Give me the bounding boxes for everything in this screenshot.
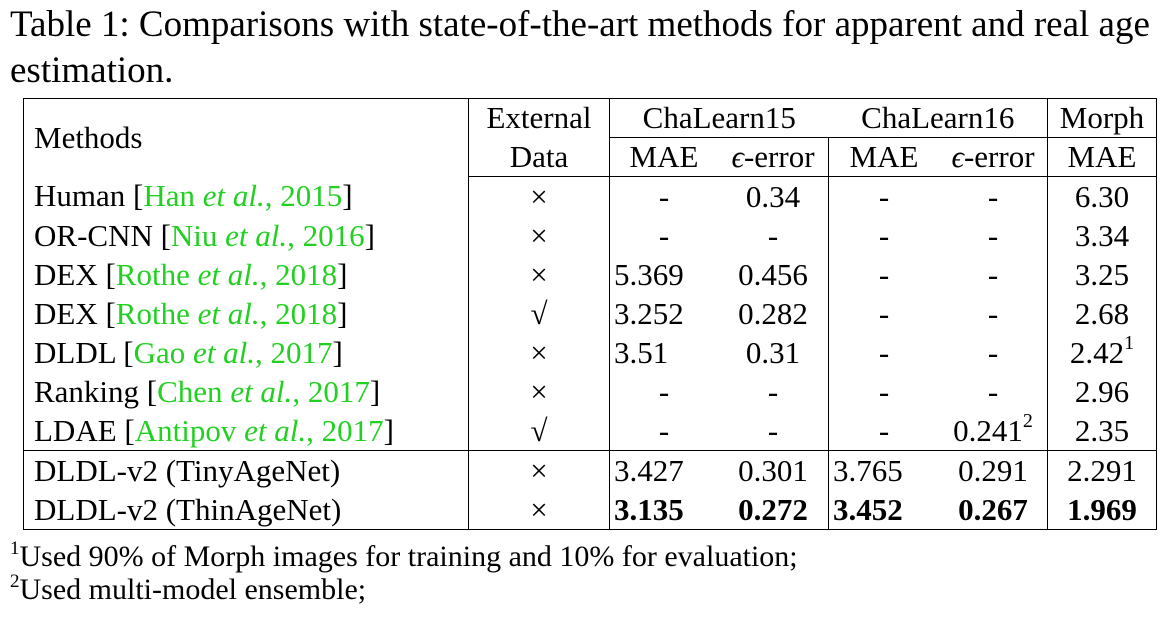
c16-mae: -: [878, 334, 890, 370]
morph-mae: 1.969: [1047, 490, 1157, 530]
citation-link[interactable]: Niu et al., 2016: [170, 217, 365, 253]
c15-error: 0.31: [718, 333, 829, 372]
header-morph: Morph: [1047, 98, 1157, 138]
c16-mae: -: [878, 295, 890, 331]
c15-mae: 3.252: [609, 294, 718, 333]
c16-mae: -: [878, 217, 890, 253]
table-row: Ranking [Chen et al., 2017] × - - - - 2.…: [23, 372, 1157, 411]
c15-error: 0.34: [718, 176, 829, 216]
citation-link[interactable]: Han et al., 2015: [143, 178, 343, 214]
citation-link[interactable]: Chen et al., 2017: [157, 373, 370, 409]
morph-mae: 2.35: [1047, 411, 1157, 451]
table-row: DLDL [Gao et al., 2017] × 3.51 0.31 - - …: [23, 331, 1157, 372]
morph-mae: 3.25: [1047, 255, 1157, 294]
header-c15-error: ϵ-error: [718, 137, 829, 177]
c15-error: -: [718, 372, 829, 411]
table-row: LDAE [Antipov et al., 2017] √ - - - 0.24…: [23, 411, 1157, 451]
external-data-mark: √: [468, 411, 610, 451]
morph-mae: 3.34: [1047, 216, 1157, 255]
header-chalearn16: ChaLearn16: [828, 98, 1048, 138]
c15-mae: 5.369: [609, 255, 718, 294]
c15-error: 0.301: [718, 450, 829, 490]
citation-link[interactable]: Antipov et al., 2017: [134, 412, 384, 448]
c15-mae: -: [658, 178, 670, 214]
table-row: DLDL-v2 (TinyAgeNet) × 3.427 0.301 3.765…: [23, 450, 1157, 490]
method-name: DLDL-v2 (ThinAgeNet): [23, 490, 469, 530]
method-name: LDAE [Antipov et al., 2017]: [23, 411, 469, 451]
c15-mae: -: [658, 373, 670, 409]
method-name: Ranking [Chen et al., 2017]: [23, 372, 469, 411]
external-data-mark: √: [468, 294, 610, 333]
method-name: Human [Han et al., 2015]: [23, 176, 469, 216]
morph-mae: 6.30: [1047, 176, 1157, 216]
method-name: OR-CNN [Niu et al., 2016]: [23, 216, 469, 255]
header-row-1: Methods External ChaLearn15 ChaLearn16 M…: [23, 98, 1157, 177]
header-c16-mae: MAE: [828, 137, 939, 177]
c16-mae: -: [878, 178, 890, 214]
c16-error: -: [939, 372, 1048, 411]
c15-mae: 3.135: [609, 490, 718, 530]
method-name: DEX [Rothe et al., 2018]: [23, 255, 469, 294]
header-row-2: Data MAE ϵ-error MAE ϵ-error MAE: [24, 137, 1157, 177]
morph-mae: 2.96: [1047, 372, 1157, 411]
header-c15-mae: MAE: [609, 137, 718, 177]
morph-mae: 2.68: [1047, 294, 1157, 333]
morph-mae: 2.291: [1047, 450, 1157, 490]
morph-mae: 2.421: [1047, 331, 1157, 372]
c16-mae: 3.452: [828, 490, 939, 530]
footnote-mark: 2: [1022, 409, 1033, 432]
header-chalearn15: ChaLearn15: [609, 98, 829, 138]
c16-error: -: [939, 294, 1048, 333]
c16-mae: -: [878, 256, 890, 292]
external-data-mark: ×: [468, 450, 610, 490]
c16-error: 0.291: [939, 450, 1048, 490]
footnotes: 1Used 90% of Morph images for training a…: [10, 538, 798, 606]
method-name: DLDL-v2 (TinyAgeNet): [23, 450, 469, 490]
external-data-mark: ×: [468, 372, 610, 411]
footnote-1: 1Used 90% of Morph images for training a…: [10, 538, 798, 573]
external-data-mark: ×: [468, 176, 610, 216]
c15-error: 0.272: [718, 490, 829, 530]
c16-error: 0.267: [939, 490, 1048, 530]
citation-link[interactable]: Rothe et al., 2018: [115, 256, 338, 292]
external-data-mark: ×: [468, 490, 610, 530]
header-external-1: External: [468, 98, 610, 138]
method-name: DEX [Rothe et al., 2018]: [23, 294, 469, 333]
comparison-table: Methods External ChaLearn15 ChaLearn16 M…: [23, 98, 1157, 530]
c15-error: -: [718, 411, 829, 451]
c15-error: 0.456: [718, 255, 829, 294]
table-row: DEX [Rothe et al., 2018] × 5.369 0.456 -…: [23, 255, 1157, 294]
c15-mae: 3.51: [609, 333, 718, 372]
table-row: OR-CNN [Niu et al., 2016] × - - - - 3.34: [23, 216, 1157, 255]
citation-link[interactable]: Rothe et al., 2018: [115, 295, 338, 331]
c16-error: -: [939, 176, 1048, 216]
table-row: Human [Han et al., 2015] × - 0.34 - - 6.…: [23, 176, 1157, 216]
external-data-mark: ×: [468, 216, 610, 255]
c16-mae: -: [828, 411, 939, 451]
header-morph-mae: MAE: [1047, 137, 1157, 177]
c16-error: 0.2412: [939, 411, 1048, 451]
header-c16-error: ϵ-error: [939, 137, 1048, 177]
external-data-mark: ×: [468, 255, 610, 294]
c16-error: -: [939, 333, 1048, 372]
header-external-2: Data: [468, 137, 610, 177]
c15-error: -: [718, 216, 829, 255]
c16-mae: 3.765: [828, 450, 939, 490]
table-row: DEX [Rothe et al., 2018] √ 3.252 0.282 -…: [23, 294, 1157, 333]
c16-error: -: [939, 255, 1048, 294]
c15-mae: -: [658, 217, 670, 253]
citation-link[interactable]: Gao et al., 2017: [133, 334, 333, 370]
method-name: DLDL [Gao et al., 2017]: [23, 333, 469, 372]
header-methods: Methods: [23, 98, 469, 177]
table-caption: Table 1: Comparisons with state-of-the-a…: [10, 4, 1150, 91]
footnote-mark: 1: [1124, 331, 1135, 354]
c15-error: 0.282: [718, 294, 829, 333]
c16-mae: -: [878, 373, 890, 409]
c16-error: -: [939, 216, 1048, 255]
footnote-2: 2Used multi-model ensemble;: [10, 571, 367, 606]
c15-mae: 3.427: [609, 450, 718, 490]
external-data-mark: ×: [468, 333, 610, 372]
table-row: DLDL-v2 (ThinAgeNet) × 3.135 0.272 3.452…: [23, 490, 1157, 530]
c15-mae: -: [609, 411, 718, 451]
